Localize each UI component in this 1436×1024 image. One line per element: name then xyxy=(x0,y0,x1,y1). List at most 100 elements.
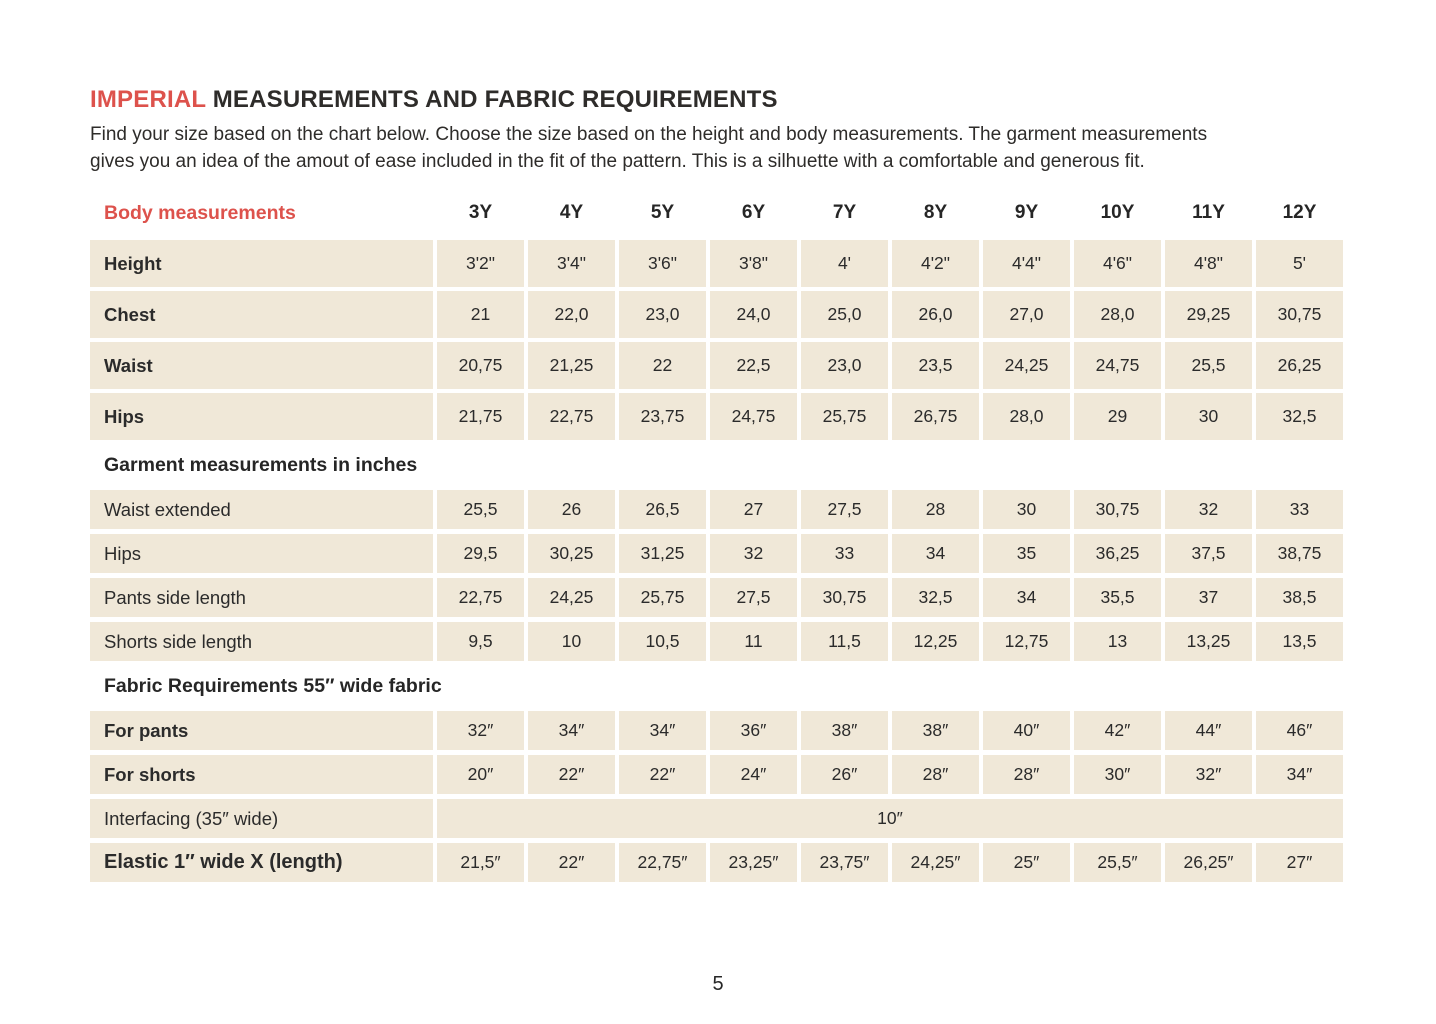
value-cell: 34 xyxy=(892,534,979,573)
value-cell: 28″ xyxy=(892,755,979,794)
value-cell: 30,75 xyxy=(1256,291,1343,338)
value-cell: 3'2" xyxy=(437,240,524,287)
value-cell: 12,75 xyxy=(983,622,1070,661)
value-cell: 24,25″ xyxy=(892,843,979,882)
value-cell: 26,25 xyxy=(1256,342,1343,389)
value-cell: 35,5 xyxy=(1074,578,1161,617)
value-cell: 29,5 xyxy=(437,534,524,573)
value-cell: 23,25″ xyxy=(710,843,797,882)
value-cell: 26,0 xyxy=(892,291,979,338)
value-cell: 24,75 xyxy=(710,393,797,440)
row-label: For pants xyxy=(90,711,433,750)
value-cell: 5' xyxy=(1256,240,1343,287)
value-cell: 22,75 xyxy=(437,578,524,617)
value-cell: 21 xyxy=(437,291,524,338)
value-cell: 24,0 xyxy=(710,291,797,338)
value-cell: 3'6" xyxy=(619,240,706,287)
size-column-header: 3Y xyxy=(468,202,493,223)
value-cell: 26 xyxy=(528,490,615,529)
value-cell: 13 xyxy=(1074,622,1161,661)
value-cell: 44″ xyxy=(1165,711,1252,750)
value-cell: 29,25 xyxy=(1165,291,1252,338)
value-cell: 21,5″ xyxy=(437,843,524,882)
value-cell: 42″ xyxy=(1074,711,1161,750)
value-cell: 30,75 xyxy=(801,578,888,617)
size-column-header: 6Y xyxy=(741,202,766,223)
value-cell: 3'8" xyxy=(710,240,797,287)
value-cell: 24,75 xyxy=(1074,342,1161,389)
value-cell: 29 xyxy=(1074,393,1161,440)
value-cell: 34″ xyxy=(528,711,615,750)
value-cell: 22″ xyxy=(528,843,615,882)
value-cell: 24″ xyxy=(710,755,797,794)
page-title: IMPERIAL MEASUREMENTS AND FABRIC REQUIRE… xyxy=(90,86,1343,114)
size-column-header: 11Y xyxy=(1192,202,1225,223)
value-cell: 36″ xyxy=(710,711,797,750)
value-cell: 30 xyxy=(1165,393,1252,440)
row-label: Hips xyxy=(90,393,433,440)
value-cell: 24,25 xyxy=(528,578,615,617)
value-cell: 38″ xyxy=(801,711,888,750)
merged-value-cell: 10″ xyxy=(437,799,1343,838)
value-cell: 27,0 xyxy=(983,291,1070,338)
value-cell: 37,5 xyxy=(1165,534,1252,573)
value-cell: 23,0 xyxy=(801,342,888,389)
value-cell: 27,5 xyxy=(801,490,888,529)
value-cell: 32″ xyxy=(437,711,524,750)
value-cell: 32″ xyxy=(1165,755,1252,794)
intro-line-1: Find your size based on the chart below.… xyxy=(90,124,1208,145)
table-row: Elastic 1″ wide X (length) 21,5″ 22″ 22,75″… xyxy=(90,843,1343,882)
value-cell: 10,5 xyxy=(619,622,706,661)
value-cell: 13,25 xyxy=(1165,622,1252,661)
value-cell: 25″ xyxy=(983,843,1070,882)
row-label: Shorts side length xyxy=(90,622,433,661)
row-label: Waist extended xyxy=(90,490,433,529)
value-cell: 24,25 xyxy=(983,342,1070,389)
value-cell: 27″ xyxy=(1256,843,1343,882)
value-cell: 25,0 xyxy=(801,291,888,338)
value-cell: 21,75 xyxy=(437,393,524,440)
value-cell: 30 xyxy=(983,490,1070,529)
page-content: IMPERIAL MEASUREMENTS AND FABRIC REQUIRE… xyxy=(90,86,1343,887)
row-label: Hips xyxy=(90,534,433,573)
value-cell: 38,75 xyxy=(1256,534,1343,573)
size-column-header: 5Y xyxy=(650,202,675,223)
size-chart-table: Body measurements 3Y 4Y 5Y 6Y 7Y 8Y 9Y 10Y 11Y 12Y… xyxy=(90,190,1343,882)
table-row: Pants side length 22,75 24,25 25,75 27,5 30,7… xyxy=(90,578,1343,617)
value-cell: 28″ xyxy=(983,755,1070,794)
value-cell: 40″ xyxy=(983,711,1070,750)
value-cell: 23,0 xyxy=(619,291,706,338)
value-cell: 22,5 xyxy=(710,342,797,389)
value-cell: 4'8" xyxy=(1165,240,1252,287)
intro-line-2: gives you an idea of the amout of ease i… xyxy=(90,151,1145,172)
row-label: Waist xyxy=(90,342,433,389)
value-cell: 22″ xyxy=(528,755,615,794)
size-column-header: 7Y xyxy=(832,202,857,223)
value-cell: 23,75″ xyxy=(801,843,888,882)
value-cell: 22 xyxy=(619,342,706,389)
row-label: Pants side length xyxy=(90,578,433,617)
row-label: Height xyxy=(90,240,433,287)
value-cell: 28,0 xyxy=(983,393,1070,440)
value-cell: 10 xyxy=(528,622,615,661)
value-cell: 30″ xyxy=(1074,755,1161,794)
column-header-row: Body measurements 3Y 4Y 5Y 6Y 7Y 8Y 9Y 10Y 11Y 12Y xyxy=(90,190,1343,236)
row-label: Elastic 1″ wide X (length) xyxy=(90,843,433,882)
value-cell: 30,25 xyxy=(528,534,615,573)
value-cell: 4'4" xyxy=(983,240,1070,287)
value-cell: 3'4" xyxy=(528,240,615,287)
value-cell: 26″ xyxy=(801,755,888,794)
value-cell: 11,5 xyxy=(801,622,888,661)
size-column-header: 9Y xyxy=(1014,202,1039,223)
section-title: Garment measurements in inches xyxy=(104,453,418,476)
value-cell: 9,5 xyxy=(437,622,524,661)
table-row: Height 3'2" 3'4" 3'6" 3'8" 4' 4'2" 4'4" 4'6" 4'8"… xyxy=(90,240,1343,287)
value-cell: 28 xyxy=(892,490,979,529)
table-row: Hips 29,5 30,25 31,25 32 33 34 35 36,25 37,5 38,75 xyxy=(90,534,1343,573)
value-cell: 25,5 xyxy=(1165,342,1252,389)
value-cell: 35 xyxy=(983,534,1070,573)
value-cell: 34″ xyxy=(1256,755,1343,794)
value-cell: 46″ xyxy=(1256,711,1343,750)
table-row: Interfacing (35″ wide) 10″ xyxy=(90,799,1343,838)
page-title-rest: MEASUREMENTS AND FABRIC REQUIREMENTS xyxy=(205,86,778,113)
